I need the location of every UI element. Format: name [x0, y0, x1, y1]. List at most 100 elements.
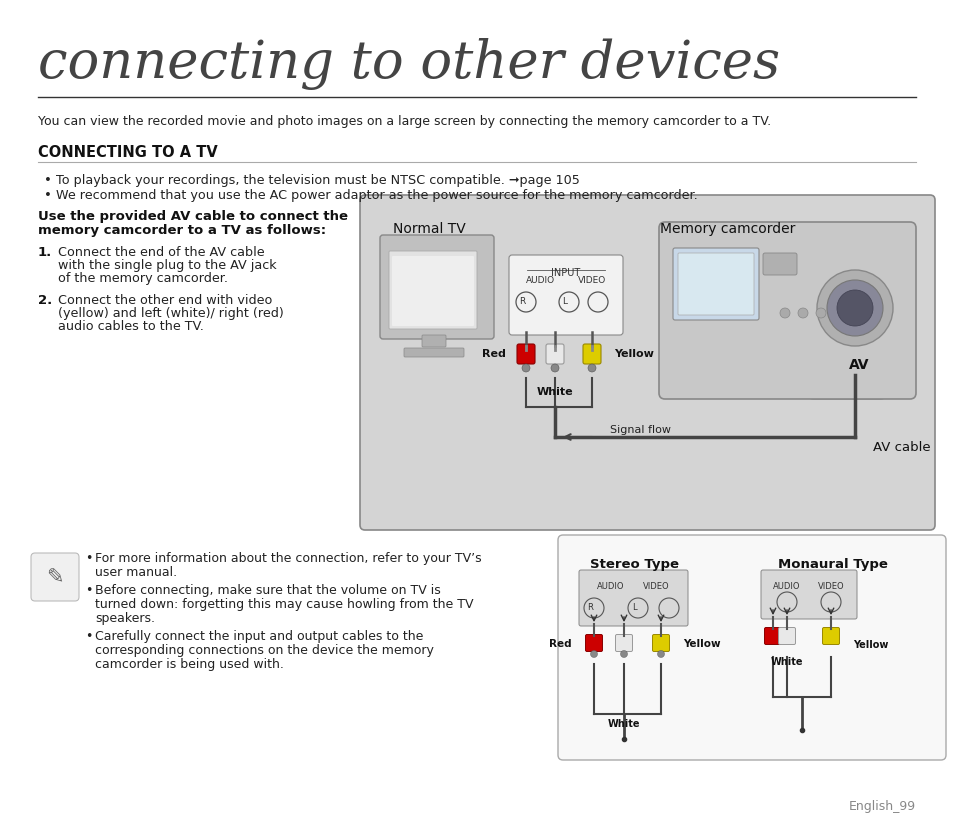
Circle shape [627, 598, 647, 618]
Text: English_99: English_99 [848, 800, 915, 813]
Circle shape [587, 364, 596, 372]
Circle shape [815, 308, 825, 318]
FancyBboxPatch shape [659, 222, 915, 399]
Circle shape [551, 364, 558, 372]
Circle shape [619, 650, 627, 658]
Text: INPUT: INPUT [551, 268, 580, 278]
Text: To playback your recordings, the television must be NTSC compatible. ➞page 105: To playback your recordings, the televis… [56, 174, 579, 187]
Text: Red: Red [481, 349, 505, 359]
Text: memory camcorder to a TV as follows:: memory camcorder to a TV as follows: [38, 224, 326, 237]
Text: VIDEO: VIDEO [578, 276, 605, 285]
Text: Monaural Type: Monaural Type [778, 558, 887, 571]
Text: audio cables to the TV.: audio cables to the TV. [58, 320, 204, 333]
Text: L: L [631, 604, 636, 612]
Text: L: L [562, 298, 567, 307]
Text: VIDEO: VIDEO [817, 582, 843, 591]
Circle shape [816, 351, 844, 379]
Circle shape [583, 598, 603, 618]
FancyBboxPatch shape [678, 253, 753, 315]
Text: Connect the end of the AV cable: Connect the end of the AV cable [58, 246, 264, 259]
FancyBboxPatch shape [421, 335, 446, 347]
FancyBboxPatch shape [808, 331, 884, 399]
FancyBboxPatch shape [582, 344, 600, 364]
Text: AUDIO: AUDIO [525, 276, 554, 285]
Text: •: • [44, 174, 51, 187]
Circle shape [823, 358, 837, 372]
Text: VIDEO: VIDEO [642, 582, 669, 591]
Text: Red: Red [549, 639, 572, 649]
Circle shape [780, 308, 789, 318]
FancyBboxPatch shape [403, 348, 463, 357]
Circle shape [587, 292, 607, 312]
Text: White: White [770, 657, 802, 667]
FancyBboxPatch shape [517, 344, 535, 364]
FancyBboxPatch shape [760, 570, 856, 619]
Circle shape [816, 270, 892, 346]
Text: CONNECTING TO A TV: CONNECTING TO A TV [38, 145, 217, 160]
FancyBboxPatch shape [778, 628, 795, 644]
Text: with the single plug to the AV jack: with the single plug to the AV jack [58, 259, 276, 272]
FancyBboxPatch shape [379, 235, 494, 339]
Circle shape [659, 598, 679, 618]
Text: •: • [44, 189, 51, 202]
Text: AV: AV [848, 358, 868, 372]
Text: For more information about the connection, refer to your TV’s: For more information about the connectio… [95, 552, 481, 565]
FancyBboxPatch shape [30, 553, 79, 601]
Text: •: • [85, 630, 92, 643]
FancyBboxPatch shape [578, 570, 687, 626]
FancyBboxPatch shape [672, 248, 759, 320]
Circle shape [558, 292, 578, 312]
FancyBboxPatch shape [359, 195, 934, 530]
FancyBboxPatch shape [392, 256, 474, 326]
Text: ✎: ✎ [46, 567, 64, 587]
Text: turned down: forgetting this may cause howling from the TV: turned down: forgetting this may cause h… [95, 598, 473, 611]
Text: Signal flow: Signal flow [609, 425, 670, 435]
Text: Before connecting, make sure that the volume on TV is: Before connecting, make sure that the vo… [95, 584, 440, 597]
FancyBboxPatch shape [558, 535, 945, 760]
FancyBboxPatch shape [652, 634, 669, 652]
FancyBboxPatch shape [615, 634, 632, 652]
Circle shape [836, 290, 872, 326]
Circle shape [797, 308, 807, 318]
Text: AUDIO: AUDIO [597, 582, 624, 591]
Text: Yellow: Yellow [682, 639, 720, 649]
Text: 2.: 2. [38, 294, 52, 307]
Text: Stereo Type: Stereo Type [590, 558, 679, 571]
Text: camcorder is being used with.: camcorder is being used with. [95, 658, 284, 671]
Text: of the memory camcorder.: of the memory camcorder. [58, 272, 228, 285]
Text: R: R [518, 298, 524, 307]
Text: You can view the recorded movie and photo images on a large screen by connecting: You can view the recorded movie and phot… [38, 115, 770, 128]
Circle shape [657, 650, 664, 658]
Text: Normal TV: Normal TV [393, 222, 465, 236]
FancyBboxPatch shape [763, 628, 781, 644]
Text: White: White [607, 719, 639, 729]
FancyBboxPatch shape [389, 251, 476, 329]
Text: user manual.: user manual. [95, 566, 177, 579]
Circle shape [826, 280, 882, 336]
FancyBboxPatch shape [821, 628, 839, 644]
Text: We recommend that you use the AC power adaptor as the power source for the memor: We recommend that you use the AC power a… [56, 189, 697, 202]
Text: speakers.: speakers. [95, 612, 154, 625]
Text: corresponding connections on the device the memory: corresponding connections on the device … [95, 644, 434, 657]
Text: Memory camcorder: Memory camcorder [659, 222, 795, 236]
Circle shape [776, 592, 796, 612]
Circle shape [821, 592, 841, 612]
Circle shape [521, 364, 530, 372]
Text: •: • [85, 552, 92, 565]
Text: connecting to other devices: connecting to other devices [38, 38, 780, 90]
Text: •: • [85, 584, 92, 597]
Text: R: R [586, 604, 593, 612]
Text: White: White [537, 387, 573, 397]
FancyBboxPatch shape [509, 255, 622, 335]
Circle shape [516, 292, 536, 312]
Text: AUDIO: AUDIO [773, 582, 800, 591]
FancyBboxPatch shape [545, 344, 563, 364]
Text: 1.: 1. [38, 246, 52, 259]
Text: Use the provided AV cable to connect the: Use the provided AV cable to connect the [38, 210, 348, 223]
Text: Connect the other end with video: Connect the other end with video [58, 294, 273, 307]
FancyBboxPatch shape [762, 253, 796, 275]
Text: Yellow: Yellow [852, 640, 887, 650]
Text: Yellow: Yellow [614, 349, 653, 359]
Text: AV cable: AV cable [872, 441, 929, 454]
Text: Carefully connect the input and output cables to the: Carefully connect the input and output c… [95, 630, 423, 643]
